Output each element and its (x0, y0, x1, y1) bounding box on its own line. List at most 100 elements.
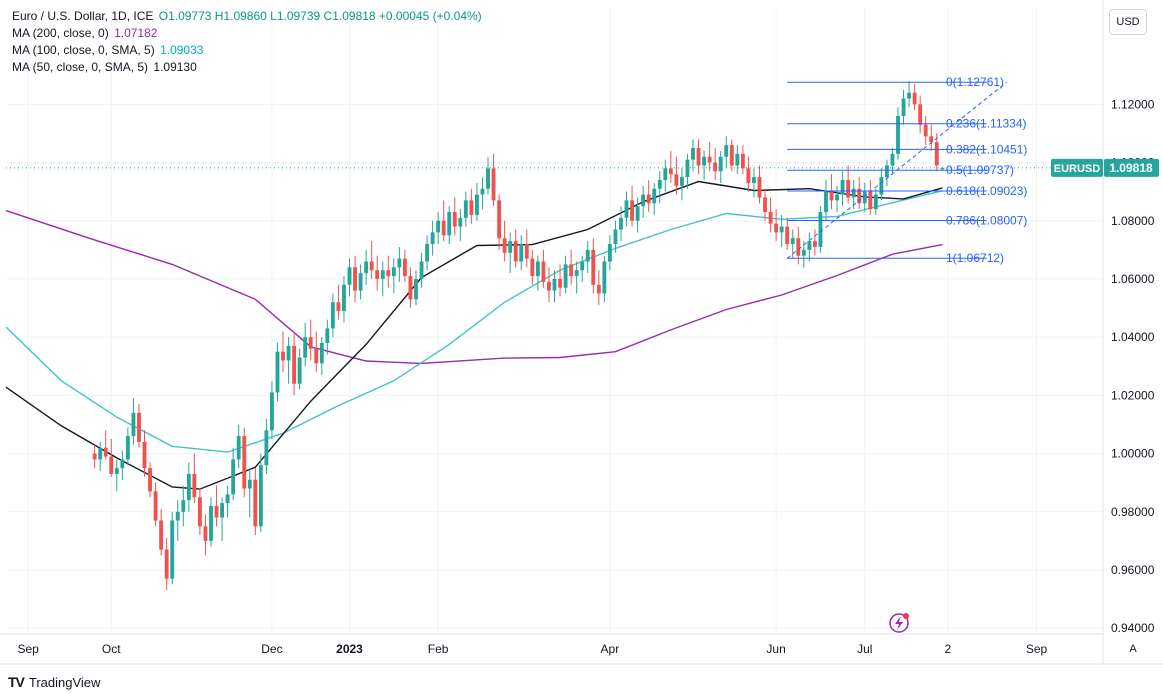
price-tag-bg (1104, 158, 1159, 177)
tradingview-brand[interactable]: TV TradingView (8, 672, 100, 692)
candle-body (142, 441, 147, 469)
legend-ma200-value: 1.07182 (114, 26, 158, 40)
candle (857, 177, 862, 210)
candle-body (796, 238, 801, 256)
candle (159, 508, 164, 556)
candle (386, 255, 391, 288)
legend-ma50[interactable]: MA (50, close, 0, SMA, 5) 1.09130 (12, 59, 482, 76)
candle-body (109, 456, 114, 474)
fibonacci-retracement[interactable]: 0(1.12761) 0.236(1.11334) 0.382(1.10451) 0.… (786, 75, 1027, 265)
candle-body (890, 153, 895, 166)
candle-body (369, 261, 374, 271)
x-tick-label: 2 (945, 642, 952, 656)
candle (901, 89, 906, 125)
candle-body (380, 270, 385, 279)
candle-body (186, 473, 191, 501)
fib-level-label: 0.236(1.11334) (946, 117, 1027, 131)
candle-body (702, 156, 707, 166)
candle-body (624, 200, 629, 218)
legend-ma50-label: MA (50, close, 0, SMA, 5) (12, 60, 149, 74)
candle-body (718, 156, 723, 172)
candle-body (486, 168, 490, 189)
candle (746, 156, 751, 192)
candle-body (547, 281, 551, 291)
candle-body (929, 136, 934, 143)
candle-body (851, 188, 856, 198)
candle-body (818, 212, 823, 247)
fib-level-label: 0.5(1.09737) (946, 163, 1014, 177)
candle (186, 462, 191, 512)
candle-body (347, 267, 352, 285)
candle (319, 337, 324, 375)
candle-body (391, 267, 396, 277)
candle-body (596, 284, 601, 294)
candle-body (203, 526, 208, 541)
candle-body (463, 200, 468, 218)
candle (757, 165, 762, 204)
candle-body (752, 177, 756, 183)
grid (6, 8, 1103, 634)
candle (425, 235, 430, 271)
candle (258, 453, 263, 533)
candle-body (164, 549, 169, 579)
candle-body (884, 165, 889, 178)
candle-body (569, 264, 574, 277)
candle (563, 255, 568, 294)
candle-body (425, 244, 430, 262)
candle-body (785, 226, 790, 245)
candle (884, 159, 889, 186)
candle (502, 220, 507, 262)
candle (92, 444, 97, 469)
candle (231, 447, 236, 501)
auto-scale-button[interactable]: A (1129, 643, 1137, 655)
candle-body (846, 180, 851, 198)
candle (297, 348, 302, 390)
candle (264, 418, 269, 474)
candle-body (735, 153, 740, 166)
candle-body (258, 465, 263, 527)
candle-body (414, 278, 418, 300)
candle-body (923, 124, 928, 137)
currency-button[interactable]: USD (1109, 9, 1147, 35)
candle-body (452, 212, 457, 227)
candle (508, 232, 513, 274)
candle-body (236, 436, 241, 460)
candle (679, 168, 684, 201)
candle (469, 188, 474, 224)
candle-body (574, 270, 579, 277)
candle (242, 427, 247, 498)
legend-ma100[interactable]: MA (100, close, 0, SMA, 5) 1.09033 (12, 42, 482, 59)
candle-body (652, 188, 657, 204)
candle-body (558, 278, 562, 288)
candle (674, 156, 679, 195)
candle (768, 197, 773, 233)
candle-body (209, 505, 213, 541)
candle-body (757, 177, 762, 198)
legend-ma200[interactable]: MA (200, close, 0) 1.07182 (12, 25, 482, 42)
candle (923, 115, 928, 146)
candle (364, 249, 369, 285)
tradingview-logo-icon: TV (8, 674, 25, 690)
candle (929, 124, 934, 151)
candle-body (114, 468, 119, 474)
candle-body (685, 159, 690, 178)
candle (247, 468, 252, 518)
candle-body (519, 244, 524, 262)
candle (763, 188, 767, 221)
x-tick-label: 2023 (336, 642, 363, 656)
candle-body (619, 217, 623, 230)
candle (801, 241, 806, 268)
candle (718, 150, 723, 183)
candle (114, 459, 119, 492)
candle (807, 232, 812, 262)
candle (602, 255, 607, 303)
notification-dot (903, 613, 909, 619)
candle (369, 241, 374, 279)
candle-body (585, 249, 590, 262)
candle (181, 485, 186, 527)
candle (447, 206, 452, 245)
candle (441, 200, 446, 242)
candle-body (607, 244, 612, 262)
ma-line (5, 180, 943, 490)
